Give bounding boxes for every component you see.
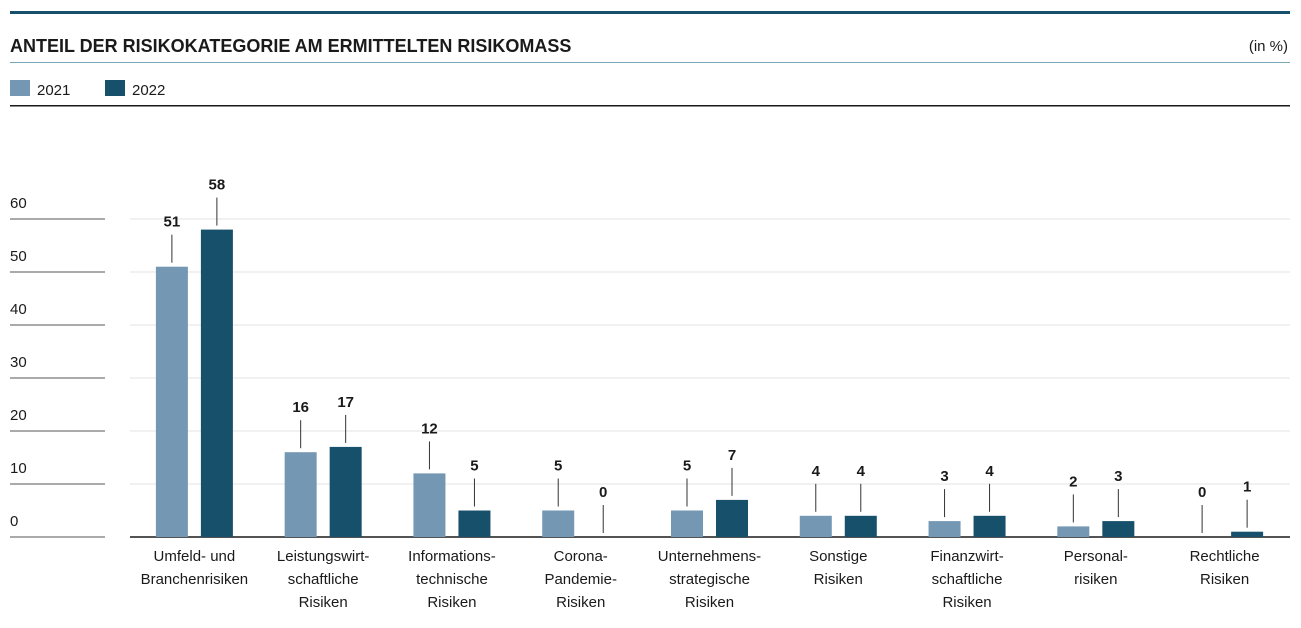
value-label: 5	[554, 457, 562, 474]
y-tick-label: 10	[10, 460, 27, 477]
value-label: 0	[599, 484, 607, 501]
legend-swatch	[10, 80, 30, 96]
x-tick-label: Risiken	[427, 594, 476, 611]
x-tick-label: Leistungswirt-	[277, 548, 370, 565]
legend-swatch	[105, 80, 125, 96]
x-tick-label: Corona-	[554, 548, 608, 565]
bar	[458, 510, 491, 537]
value-label: 16	[292, 399, 309, 416]
y-tick-label: 40	[10, 301, 27, 318]
value-label: 4	[812, 463, 821, 480]
x-tick-label: Rechtliche	[1190, 548, 1260, 565]
value-label: 12	[421, 420, 438, 437]
bar	[329, 446, 362, 537]
x-tick-label: strategische	[669, 571, 750, 588]
x-tick-label: Finanzwirt-	[930, 548, 1003, 565]
x-tick-label: Unternehmens-	[658, 548, 761, 565]
value-label: 3	[940, 468, 948, 485]
y-tick-label: 20	[10, 407, 27, 424]
y-tick-label: 0	[10, 513, 18, 530]
y-tick-label: 60	[10, 195, 27, 212]
bar	[928, 521, 961, 537]
value-label: 51	[164, 214, 181, 231]
bar	[542, 510, 575, 537]
value-label: 3	[1114, 468, 1122, 485]
legend-label: 2022	[132, 82, 165, 99]
x-tick-label: Risiken	[685, 594, 734, 611]
value-label: 2	[1069, 473, 1077, 490]
value-label: 7	[728, 447, 736, 464]
value-label: 5	[683, 457, 691, 474]
bar	[1231, 531, 1264, 537]
x-tick-label: Risiken	[942, 594, 991, 611]
bar	[155, 266, 188, 537]
bar	[799, 515, 832, 537]
value-label: 1	[1243, 479, 1251, 496]
bar	[671, 510, 703, 537]
bar	[284, 452, 317, 537]
x-tick-label: Umfeld- und	[154, 548, 236, 565]
chart-title: ANTEIL DER RISIKOKATEGORIE AM ERMITTELTE…	[10, 36, 571, 56]
x-tick-label: Personal-	[1064, 548, 1128, 565]
bar	[844, 515, 877, 537]
value-label: 4	[985, 463, 994, 480]
value-label: 17	[337, 394, 354, 411]
bar	[413, 473, 446, 537]
x-tick-label: Informations-	[408, 548, 496, 565]
value-label: 58	[209, 177, 226, 194]
x-tick-label: Risiken	[299, 594, 348, 611]
bar	[200, 229, 233, 537]
x-tick-label: Risiken	[556, 594, 605, 611]
y-tick-label: 50	[10, 248, 27, 265]
legend-rule	[10, 105, 1290, 107]
legend-label: 2021	[37, 82, 70, 99]
bar	[716, 499, 748, 537]
bar	[1102, 521, 1135, 537]
unit-label: (in %)	[1249, 38, 1288, 55]
x-tick-label: Branchenrisiken	[141, 571, 249, 588]
y-tick-label: 30	[10, 354, 27, 371]
value-label: 0	[1198, 484, 1206, 501]
top-rule	[10, 11, 1290, 14]
title-rule	[10, 62, 1290, 63]
value-label: 4	[857, 463, 866, 480]
x-tick-label: Risiken	[814, 571, 863, 588]
x-tick-label: Risiken	[1200, 571, 1249, 588]
x-tick-label: Sonstige	[809, 548, 867, 565]
bar	[973, 515, 1006, 537]
value-label: 5	[470, 457, 478, 474]
x-tick-label: Pandemie-	[544, 571, 617, 588]
x-tick-label: technische	[416, 571, 488, 588]
x-tick-label: risiken	[1074, 571, 1117, 588]
bar	[1057, 526, 1090, 537]
x-tick-label: schaftliche	[932, 571, 1003, 588]
x-tick-label: schaftliche	[288, 571, 359, 588]
